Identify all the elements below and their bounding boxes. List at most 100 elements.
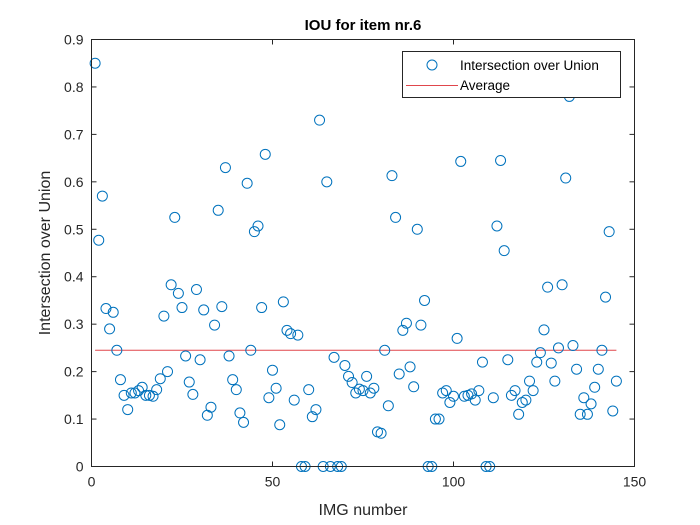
chart-title: IOU for item nr.6 [305, 17, 422, 34]
data-point [238, 416, 250, 428]
data-point [560, 172, 572, 184]
data-point [172, 287, 184, 299]
data-point [495, 154, 507, 166]
data-point [176, 302, 188, 314]
data-point [552, 342, 564, 354]
y-tick-label: 0.6 [64, 174, 84, 190]
data-point [248, 226, 260, 238]
data-point [571, 363, 583, 375]
data-point [154, 373, 166, 385]
data-point [343, 370, 355, 382]
x-tick-label: 50 [265, 474, 281, 490]
data-point [437, 387, 449, 399]
legend: Intersection over Union Average [402, 51, 621, 98]
data-point [404, 361, 416, 373]
data-point [114, 374, 126, 386]
data-point [386, 170, 398, 182]
y-axis-ticks: 0 0.1 0.2 0.3 0.4 0.5 0.6 0.7 0.8 0.9 [64, 32, 635, 475]
data-point [89, 57, 101, 69]
legend-box [402, 51, 621, 98]
data-point [596, 344, 608, 356]
data-point [589, 381, 601, 393]
data-point [357, 385, 369, 397]
data-point [162, 366, 174, 378]
data-point [415, 319, 427, 331]
data-point [165, 279, 177, 291]
data-point [545, 357, 557, 369]
data-point [107, 306, 119, 318]
data-point [400, 317, 412, 329]
data-point [379, 344, 391, 356]
data-point [592, 363, 604, 375]
y-tick-label: 0.3 [64, 316, 84, 332]
data-point [574, 408, 586, 420]
data-point [263, 392, 275, 404]
data-point [122, 404, 134, 416]
data-point [610, 375, 622, 387]
data-point [397, 324, 409, 336]
plot-area [91, 39, 635, 467]
data-point [498, 245, 510, 257]
data-point [118, 389, 130, 401]
data-point [390, 211, 402, 223]
data-point [448, 390, 459, 402]
x-axis-ticks: 0 50 100 150 [88, 39, 647, 490]
data-point [190, 284, 202, 296]
data-point [600, 291, 612, 303]
data-point [277, 296, 289, 308]
data-point [292, 329, 304, 341]
data-point [310, 404, 322, 416]
axes-frame [91, 39, 635, 467]
data-point [281, 324, 293, 336]
data-point [585, 398, 597, 410]
data-point [382, 400, 394, 412]
data-point [252, 220, 264, 232]
data-point [509, 385, 521, 397]
data-point [158, 310, 170, 322]
data-point [433, 413, 445, 425]
y-tick-label: 0.1 [64, 411, 84, 427]
data-point [328, 351, 340, 363]
data-point [93, 234, 105, 246]
data-point [419, 294, 431, 306]
legend-marker-iou [426, 59, 438, 71]
x-tick-label: 150 [623, 474, 647, 490]
data-point [516, 396, 528, 408]
data-point [538, 324, 550, 336]
data-point [169, 211, 181, 223]
y-tick-label: 0.2 [64, 364, 84, 380]
data-point [223, 350, 235, 362]
data-point [288, 394, 300, 406]
data-point [524, 375, 536, 387]
data-point [183, 376, 195, 388]
data-point [205, 401, 217, 413]
data-point [303, 384, 315, 396]
data-point [125, 387, 137, 399]
data-point [140, 389, 152, 401]
data-point [527, 385, 539, 397]
axes-box [91, 39, 635, 467]
data-point [473, 385, 485, 397]
data-point [603, 226, 615, 238]
data-point [440, 385, 452, 397]
data-point [429, 413, 441, 425]
data-point [321, 176, 333, 188]
data-point [339, 359, 351, 371]
data-point [259, 148, 271, 160]
data-point [567, 340, 579, 352]
legend-label-average: Average [460, 78, 510, 93]
data-point [104, 323, 116, 335]
data-point [542, 281, 554, 293]
data-point [487, 392, 499, 404]
data-point [267, 364, 278, 376]
y-tick-label: 0.5 [64, 221, 84, 237]
data-point [350, 387, 362, 399]
data-point [212, 204, 224, 216]
data-point [230, 384, 242, 396]
y-tick-label: 0.7 [64, 126, 84, 142]
data-point [607, 405, 619, 417]
data-point [96, 190, 108, 202]
data-point [531, 356, 543, 368]
data-point [513, 408, 525, 420]
